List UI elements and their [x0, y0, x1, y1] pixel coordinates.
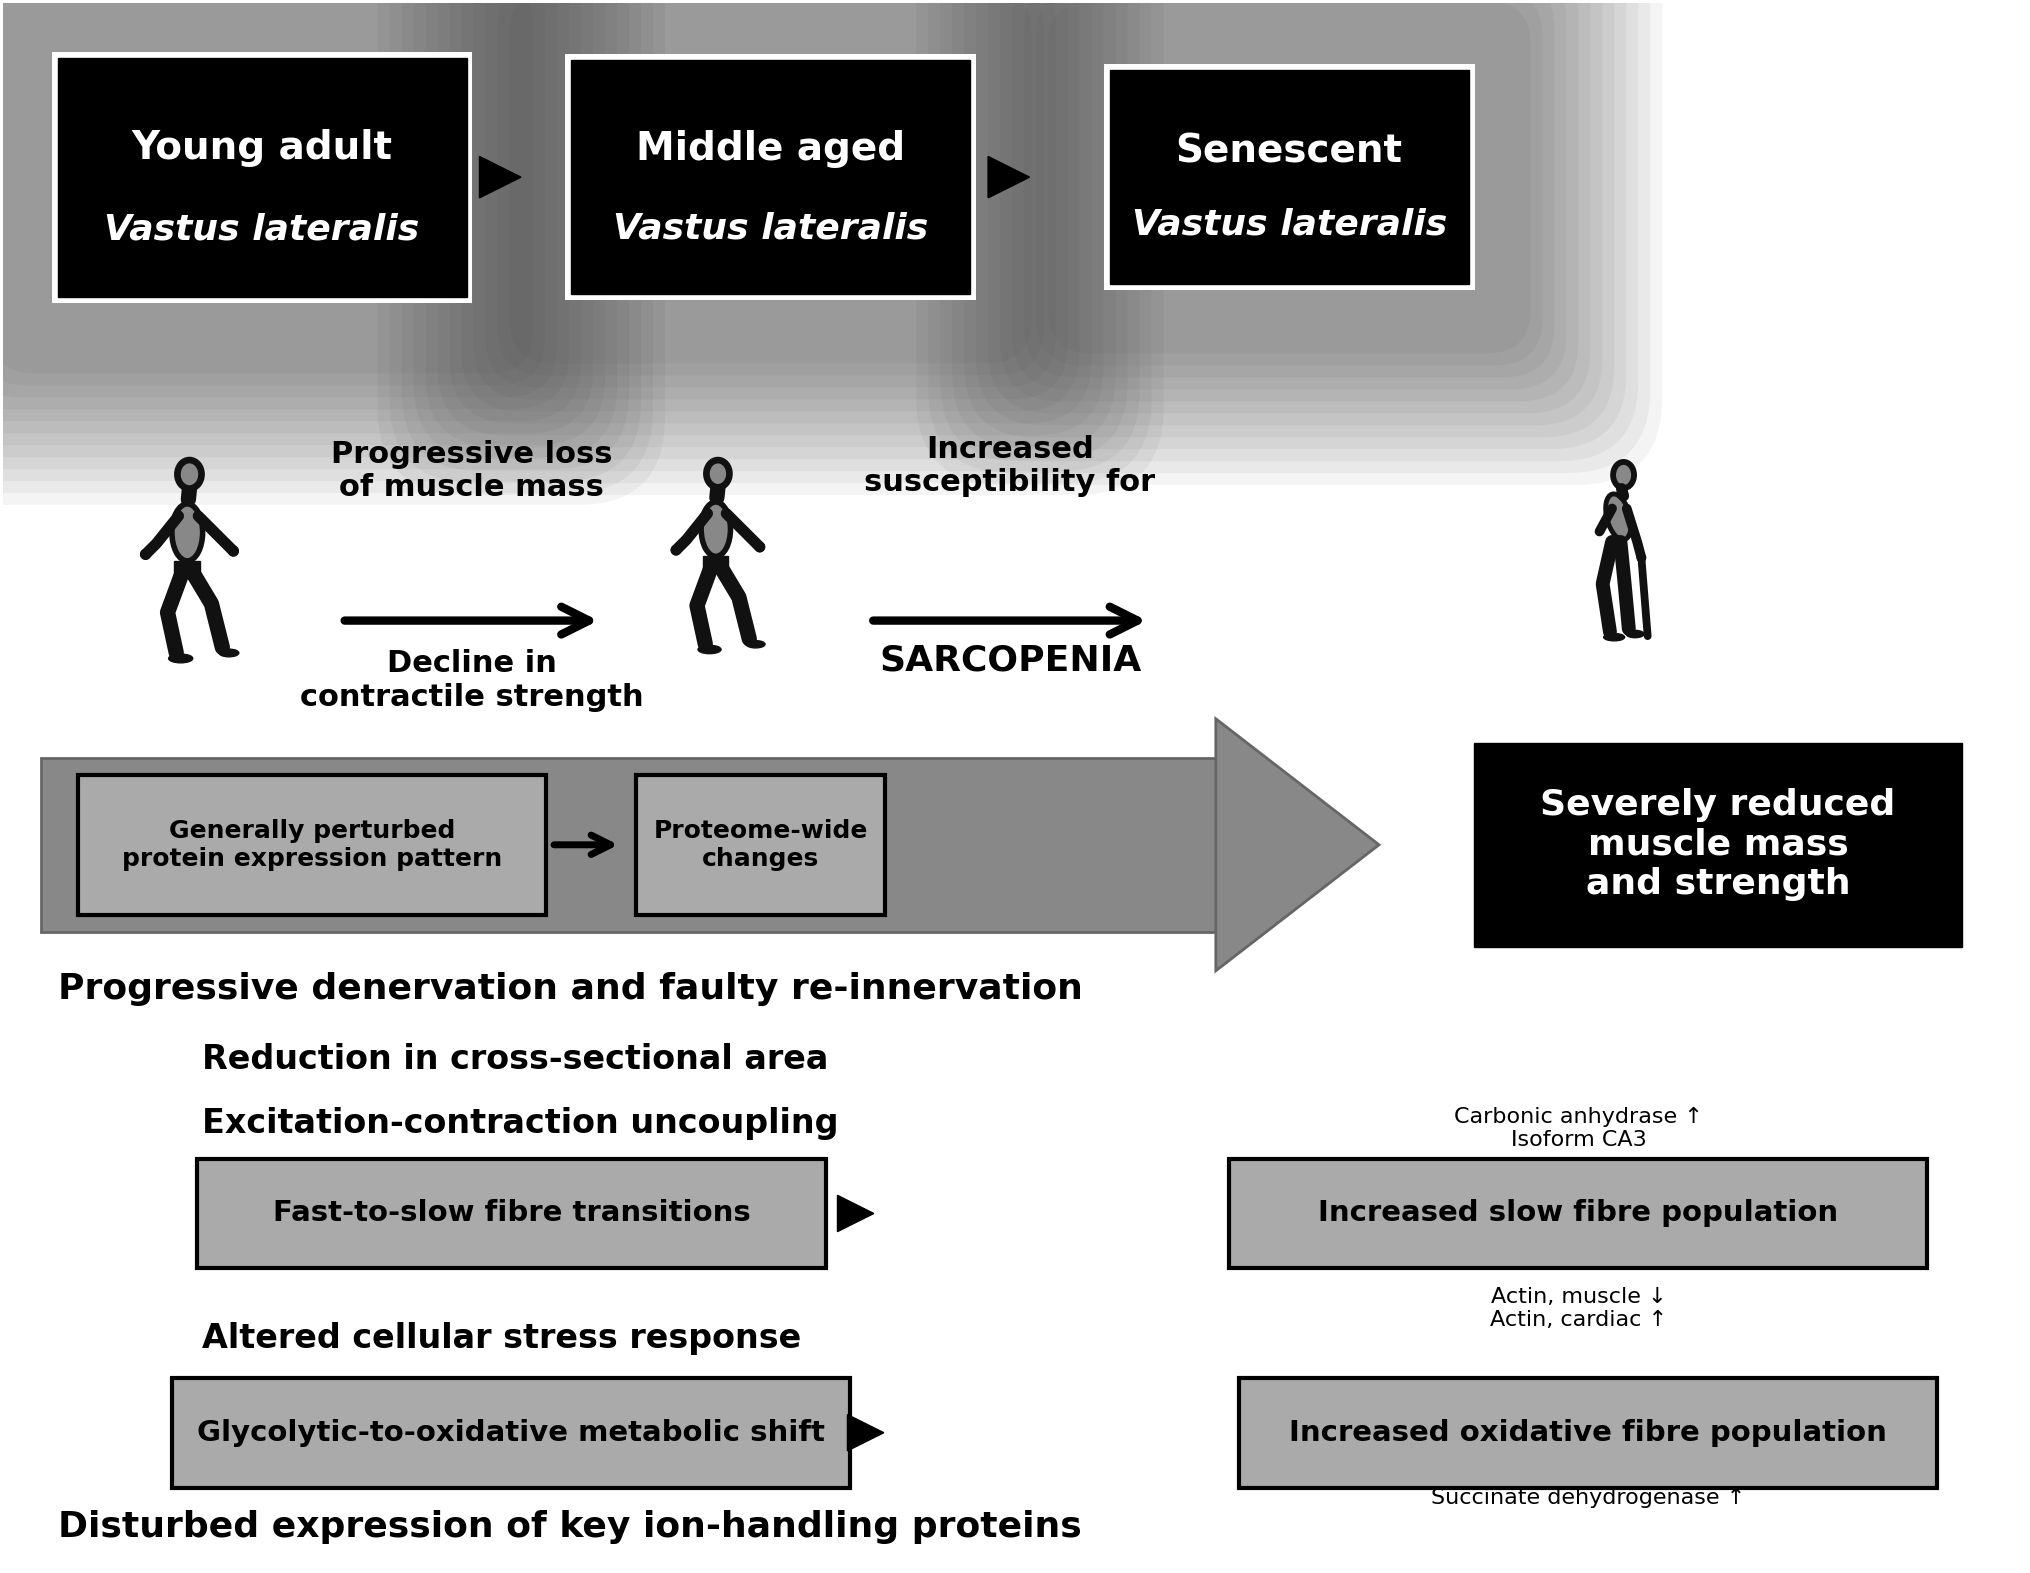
Ellipse shape	[706, 461, 729, 488]
FancyBboxPatch shape	[402, 0, 1139, 472]
FancyBboxPatch shape	[0, 0, 617, 458]
FancyBboxPatch shape	[1035, 0, 1543, 365]
Ellipse shape	[1604, 634, 1624, 640]
Polygon shape	[847, 1414, 883, 1450]
Text: Excitation-contraction uncoupling: Excitation-contraction uncoupling	[203, 1107, 838, 1140]
Polygon shape	[836, 1195, 873, 1232]
FancyBboxPatch shape	[0, 0, 654, 492]
Text: Decline in
contractile strength: Decline in contractile strength	[300, 650, 644, 711]
Text: Vastus lateralis: Vastus lateralis	[1131, 208, 1445, 241]
Ellipse shape	[700, 502, 731, 557]
FancyBboxPatch shape	[0, 0, 593, 433]
Text: Actin, muscle ↓
Actin, cardiac ↑: Actin, muscle ↓ Actin, cardiac ↑	[1490, 1287, 1667, 1329]
FancyBboxPatch shape	[0, 0, 641, 481]
Ellipse shape	[1606, 494, 1630, 540]
FancyBboxPatch shape	[987, 0, 1589, 414]
Bar	[51, 52, 473, 302]
Text: Progressive loss
of muscle mass: Progressive loss of muscle mass	[331, 440, 611, 502]
Text: Fast-to-slow fibre transitions: Fast-to-slow fibre transitions	[272, 1200, 749, 1227]
Circle shape	[755, 543, 763, 552]
FancyBboxPatch shape	[426, 0, 1114, 447]
Text: Generally perturbed
protein expression pattern: Generally perturbed protein expression p…	[122, 820, 501, 871]
Bar	[173, 1378, 851, 1488]
Polygon shape	[987, 156, 1029, 198]
Circle shape	[672, 546, 680, 555]
Text: Increased oxidative fibre population: Increased oxidative fibre population	[1289, 1419, 1886, 1447]
FancyBboxPatch shape	[0, 0, 568, 409]
Circle shape	[227, 546, 238, 555]
FancyBboxPatch shape	[964, 0, 1614, 437]
Bar	[1238, 1378, 1937, 1488]
Ellipse shape	[219, 650, 240, 658]
Bar	[197, 1159, 824, 1268]
Ellipse shape	[1626, 631, 1642, 637]
Ellipse shape	[745, 640, 765, 648]
FancyBboxPatch shape	[1023, 0, 1553, 378]
FancyBboxPatch shape	[461, 0, 1080, 411]
FancyBboxPatch shape	[1011, 0, 1565, 390]
Bar	[41, 758, 1216, 931]
Text: SARCOPENIA: SARCOPENIA	[879, 643, 1141, 678]
Text: Reduction in cross-sectional area: Reduction in cross-sectional area	[203, 1043, 828, 1076]
Bar	[1228, 1159, 1926, 1268]
Bar	[77, 775, 546, 914]
FancyBboxPatch shape	[449, 0, 1092, 423]
Bar	[1474, 742, 1961, 947]
FancyBboxPatch shape	[473, 0, 1068, 400]
FancyBboxPatch shape	[378, 0, 1163, 495]
FancyBboxPatch shape	[390, 0, 1151, 483]
Ellipse shape	[177, 459, 201, 489]
FancyBboxPatch shape	[510, 0, 1031, 363]
FancyBboxPatch shape	[976, 0, 1602, 425]
Text: Vastus lateralis: Vastus lateralis	[613, 212, 928, 245]
Ellipse shape	[168, 654, 193, 662]
Text: Proteome-wide
changes: Proteome-wide changes	[654, 820, 867, 871]
Bar	[175, 562, 201, 579]
FancyBboxPatch shape	[0, 0, 581, 422]
Circle shape	[1636, 554, 1644, 562]
Text: Progressive denervation and faulty re-innervation: Progressive denervation and faulty re-in…	[57, 972, 1082, 1007]
FancyBboxPatch shape	[0, 0, 605, 445]
Bar	[635, 775, 885, 914]
FancyBboxPatch shape	[0, 0, 664, 505]
Text: Vastus lateralis: Vastus lateralis	[104, 212, 420, 247]
Bar	[570, 60, 970, 294]
Bar	[57, 58, 467, 297]
FancyBboxPatch shape	[999, 0, 1577, 401]
FancyBboxPatch shape	[497, 0, 1043, 376]
Text: Disturbed expression of key ion-handling proteins: Disturbed expression of key ion-handling…	[57, 1510, 1080, 1545]
Polygon shape	[1216, 719, 1378, 971]
FancyBboxPatch shape	[916, 0, 1661, 484]
FancyBboxPatch shape	[436, 0, 1102, 436]
Ellipse shape	[698, 645, 721, 654]
Ellipse shape	[173, 503, 203, 562]
Text: Senescent: Senescent	[1175, 132, 1403, 170]
Text: Young adult: Young adult	[132, 129, 392, 167]
Bar	[1108, 71, 1468, 285]
FancyBboxPatch shape	[0, 0, 556, 398]
Text: Severely reduced
muscle mass
and strength: Severely reduced muscle mass and strengt…	[1539, 788, 1894, 901]
Bar	[1102, 64, 1474, 291]
FancyBboxPatch shape	[928, 0, 1650, 473]
Circle shape	[140, 549, 150, 560]
FancyBboxPatch shape	[0, 0, 544, 385]
Text: Middle aged: Middle aged	[635, 131, 905, 168]
Bar	[702, 557, 729, 573]
Polygon shape	[479, 156, 522, 198]
Text: Glycolytic-to-oxidative metabolic shift: Glycolytic-to-oxidative metabolic shift	[197, 1419, 824, 1447]
FancyBboxPatch shape	[952, 0, 1626, 450]
Text: Increased
susceptibility for: Increased susceptibility for	[865, 434, 1155, 497]
Text: Succinate dehydrogenase ↑: Succinate dehydrogenase ↑	[1431, 1488, 1744, 1507]
FancyBboxPatch shape	[0, 0, 534, 373]
FancyBboxPatch shape	[1047, 0, 1531, 354]
FancyBboxPatch shape	[485, 0, 1056, 387]
FancyBboxPatch shape	[0, 0, 629, 469]
Text: Altered cellular stress response: Altered cellular stress response	[203, 1321, 802, 1354]
FancyBboxPatch shape	[414, 0, 1127, 459]
FancyBboxPatch shape	[940, 0, 1638, 461]
Text: Increased slow fibre population: Increased slow fibre population	[1317, 1200, 1837, 1227]
Text: Carbonic anhydrase ↑
Isoform CA3: Carbonic anhydrase ↑ Isoform CA3	[1453, 1107, 1701, 1150]
Bar	[564, 53, 976, 300]
Ellipse shape	[1612, 462, 1634, 488]
